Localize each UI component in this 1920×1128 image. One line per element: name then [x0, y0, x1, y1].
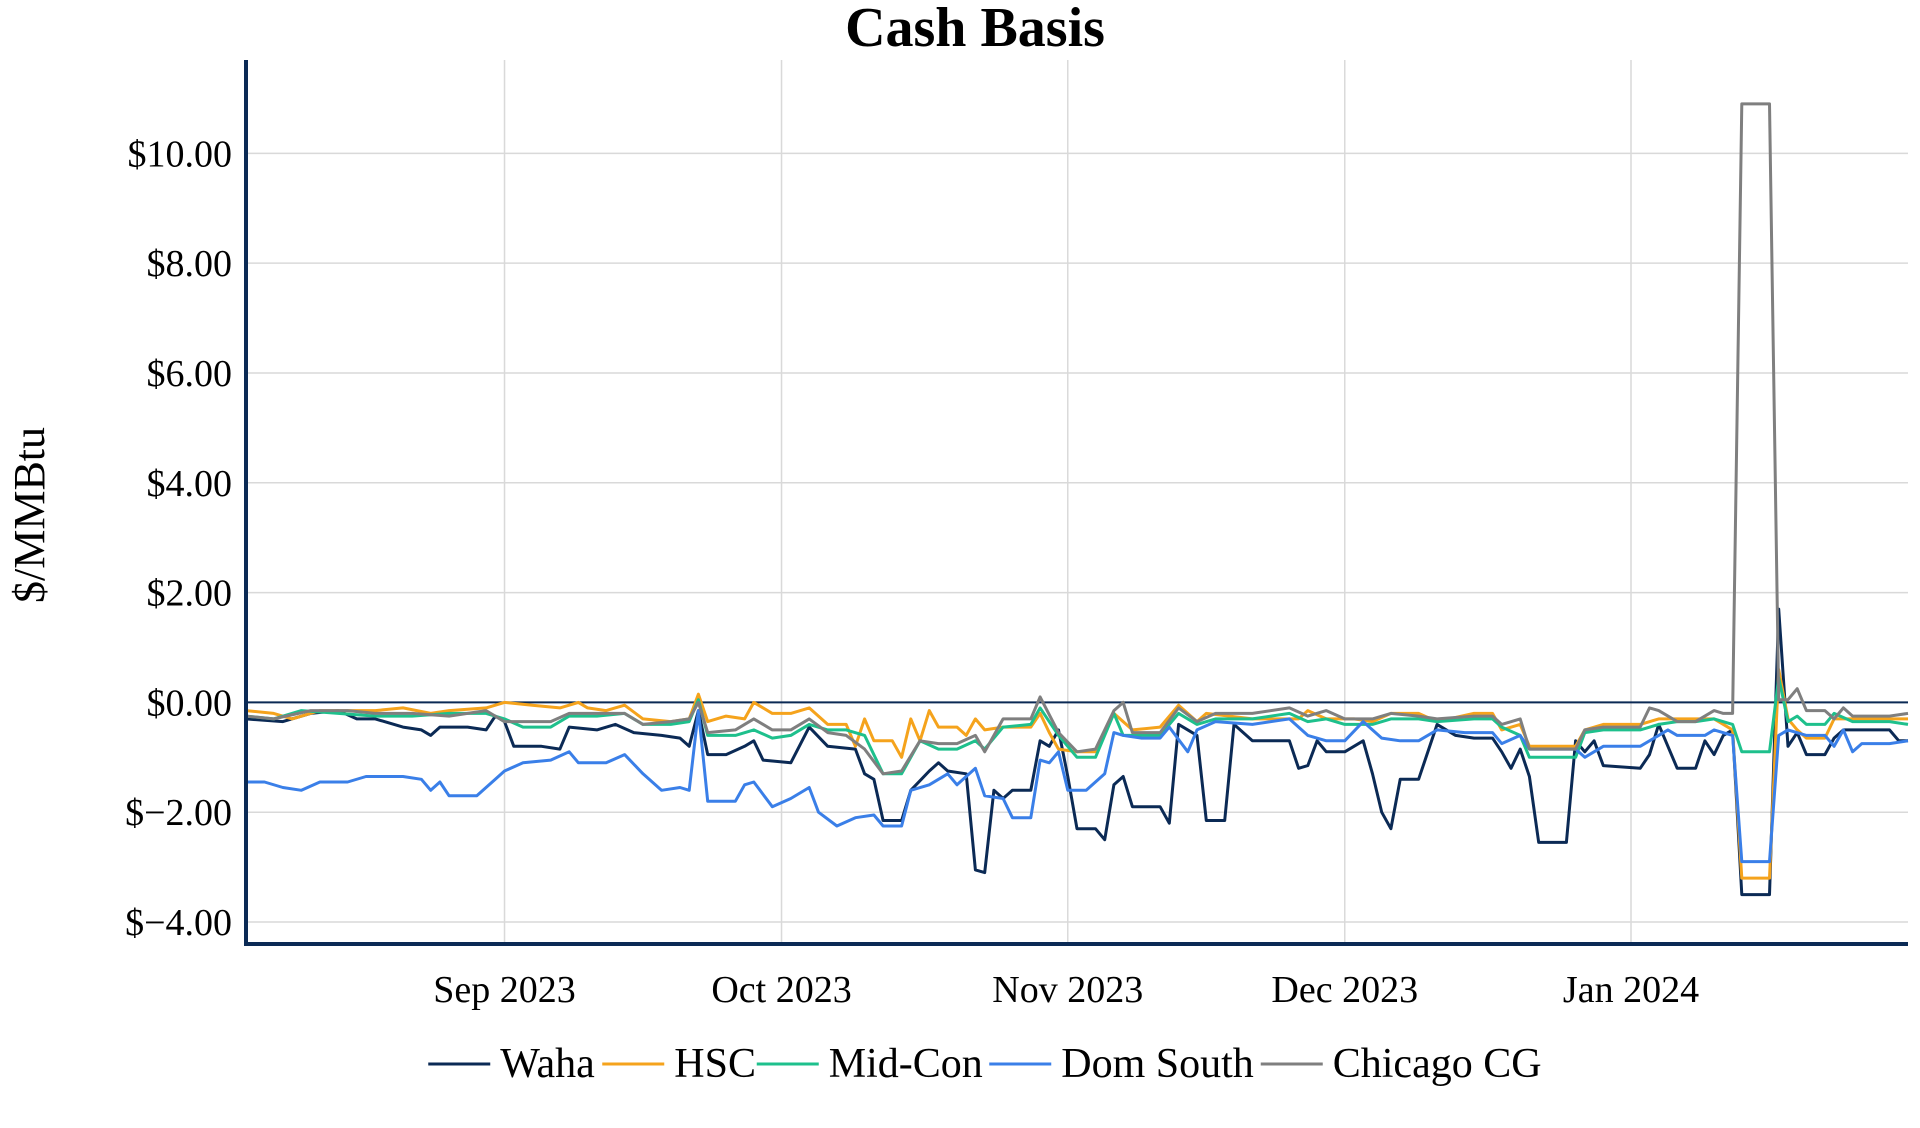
y-tick-label: $−2.00: [125, 792, 232, 834]
legend-label: Chicago CG: [1333, 1041, 1542, 1087]
x-tick-label: Sep 2023: [433, 969, 576, 1011]
series-line-waha: [245, 607, 1908, 897]
legend-item-hsc: HSC: [602, 1041, 756, 1087]
legend-label: Dom South: [1061, 1041, 1254, 1087]
legend-item-mid-con: Mid-Con: [756, 1041, 983, 1087]
y-tick-label: $4.00: [147, 463, 233, 505]
legend-item-waha: Waha: [428, 1041, 595, 1087]
series-line-mid-con: [245, 676, 1909, 776]
series-lines: [245, 102, 1909, 897]
x-tick-label: Nov 2023: [992, 969, 1143, 1011]
y-gridlines: [246, 152, 1908, 923]
y-tick-labels: $10.00 $8.00 $6.00 $4.00 $2.00 $0.00 $−2.00 $−4…: [125, 133, 232, 944]
series-line-chicago-cg: [245, 102, 1909, 776]
y-tick-label: $0.00: [147, 682, 233, 724]
x-tick-label: Dec 2023: [1271, 969, 1418, 1011]
series-line-dom-south: [246, 709, 1909, 864]
series-line-hsc: [245, 668, 1908, 880]
legend-label: HSC: [674, 1041, 756, 1087]
y-tick-label: $2.00: [147, 573, 233, 615]
legend-label: Waha: [500, 1041, 595, 1087]
legend-label: Mid-Con: [829, 1041, 983, 1087]
chart-title: Cash Basis: [845, 0, 1105, 59]
y-tick-label: $6.00: [147, 353, 233, 395]
legend-item-dom-south: Dom South: [989, 1041, 1254, 1087]
x-gridlines: [503, 60, 1632, 944]
y-tick-label: $−4.00: [125, 902, 232, 944]
x-tick-label: Oct 2023: [711, 969, 851, 1011]
x-tick-label: Jan 2024: [1563, 969, 1699, 1011]
y-tick-label: $10.00: [128, 133, 233, 175]
y-tick-label: $8.00: [147, 243, 233, 285]
y-axis-label: $/MMBtu: [5, 427, 54, 603]
x-tick-labels: Sep 2023 Oct 2023 Nov 2023 Dec 2023 Jan 2024: [433, 969, 1699, 1011]
legend-item-chicago-cg: Chicago CG: [1260, 1041, 1542, 1087]
legend: Waha HSC Mid-Con Dom South Chicago CG: [428, 1041, 1542, 1087]
